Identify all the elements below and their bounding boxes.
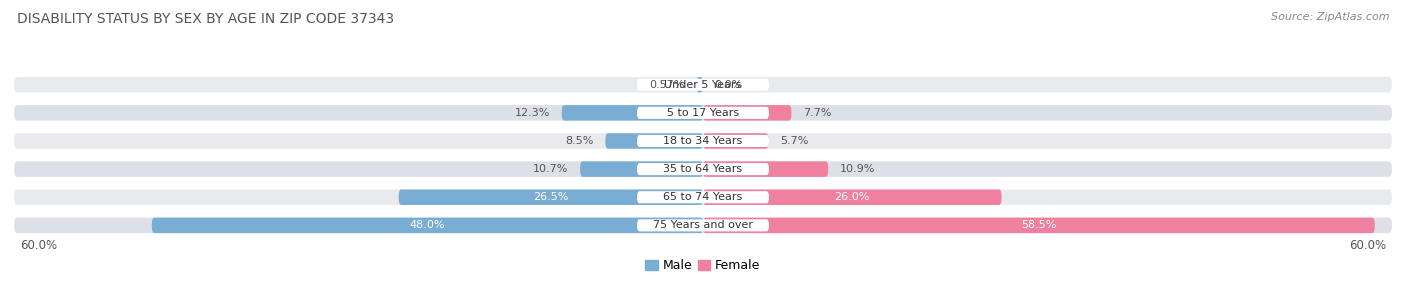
Text: 48.0%: 48.0% [409,220,446,230]
FancyBboxPatch shape [703,161,828,177]
FancyBboxPatch shape [152,218,703,233]
FancyBboxPatch shape [637,79,769,91]
Text: 65 to 74 Years: 65 to 74 Years [664,192,742,202]
Text: 60.0%: 60.0% [20,239,56,252]
Text: Source: ZipAtlas.com: Source: ZipAtlas.com [1271,12,1389,22]
FancyBboxPatch shape [14,161,1392,177]
FancyBboxPatch shape [562,105,703,121]
Text: 26.5%: 26.5% [533,192,568,202]
Text: DISABILITY STATUS BY SEX BY AGE IN ZIP CODE 37343: DISABILITY STATUS BY SEX BY AGE IN ZIP C… [17,12,394,26]
FancyBboxPatch shape [14,133,1392,149]
FancyBboxPatch shape [637,107,769,119]
FancyBboxPatch shape [14,218,1392,233]
Text: 58.5%: 58.5% [1021,220,1056,230]
FancyBboxPatch shape [703,133,769,149]
FancyBboxPatch shape [696,77,703,92]
Text: 12.3%: 12.3% [515,108,550,118]
FancyBboxPatch shape [399,189,703,205]
FancyBboxPatch shape [581,161,703,177]
Text: 60.0%: 60.0% [1350,239,1386,252]
FancyBboxPatch shape [703,105,792,121]
Text: 35 to 64 Years: 35 to 64 Years [664,164,742,174]
FancyBboxPatch shape [637,219,769,231]
Text: 7.7%: 7.7% [803,108,831,118]
Text: 5 to 17 Years: 5 to 17 Years [666,108,740,118]
FancyBboxPatch shape [637,135,769,147]
FancyBboxPatch shape [606,133,703,149]
FancyBboxPatch shape [637,163,769,175]
Text: Under 5 Years: Under 5 Years [665,80,741,90]
Text: 10.7%: 10.7% [533,164,568,174]
Legend: Male, Female: Male, Female [641,254,765,277]
FancyBboxPatch shape [14,105,1392,121]
FancyBboxPatch shape [703,189,1001,205]
Text: 75 Years and over: 75 Years and over [652,220,754,230]
FancyBboxPatch shape [703,218,1375,233]
Text: 0.57%: 0.57% [650,80,685,90]
Text: 5.7%: 5.7% [780,136,808,146]
FancyBboxPatch shape [637,191,769,203]
FancyBboxPatch shape [14,189,1392,205]
Text: 26.0%: 26.0% [835,192,870,202]
Text: 0.0%: 0.0% [714,80,742,90]
Text: 18 to 34 Years: 18 to 34 Years [664,136,742,146]
Text: 8.5%: 8.5% [565,136,593,146]
Text: 10.9%: 10.9% [839,164,875,174]
FancyBboxPatch shape [14,77,1392,92]
